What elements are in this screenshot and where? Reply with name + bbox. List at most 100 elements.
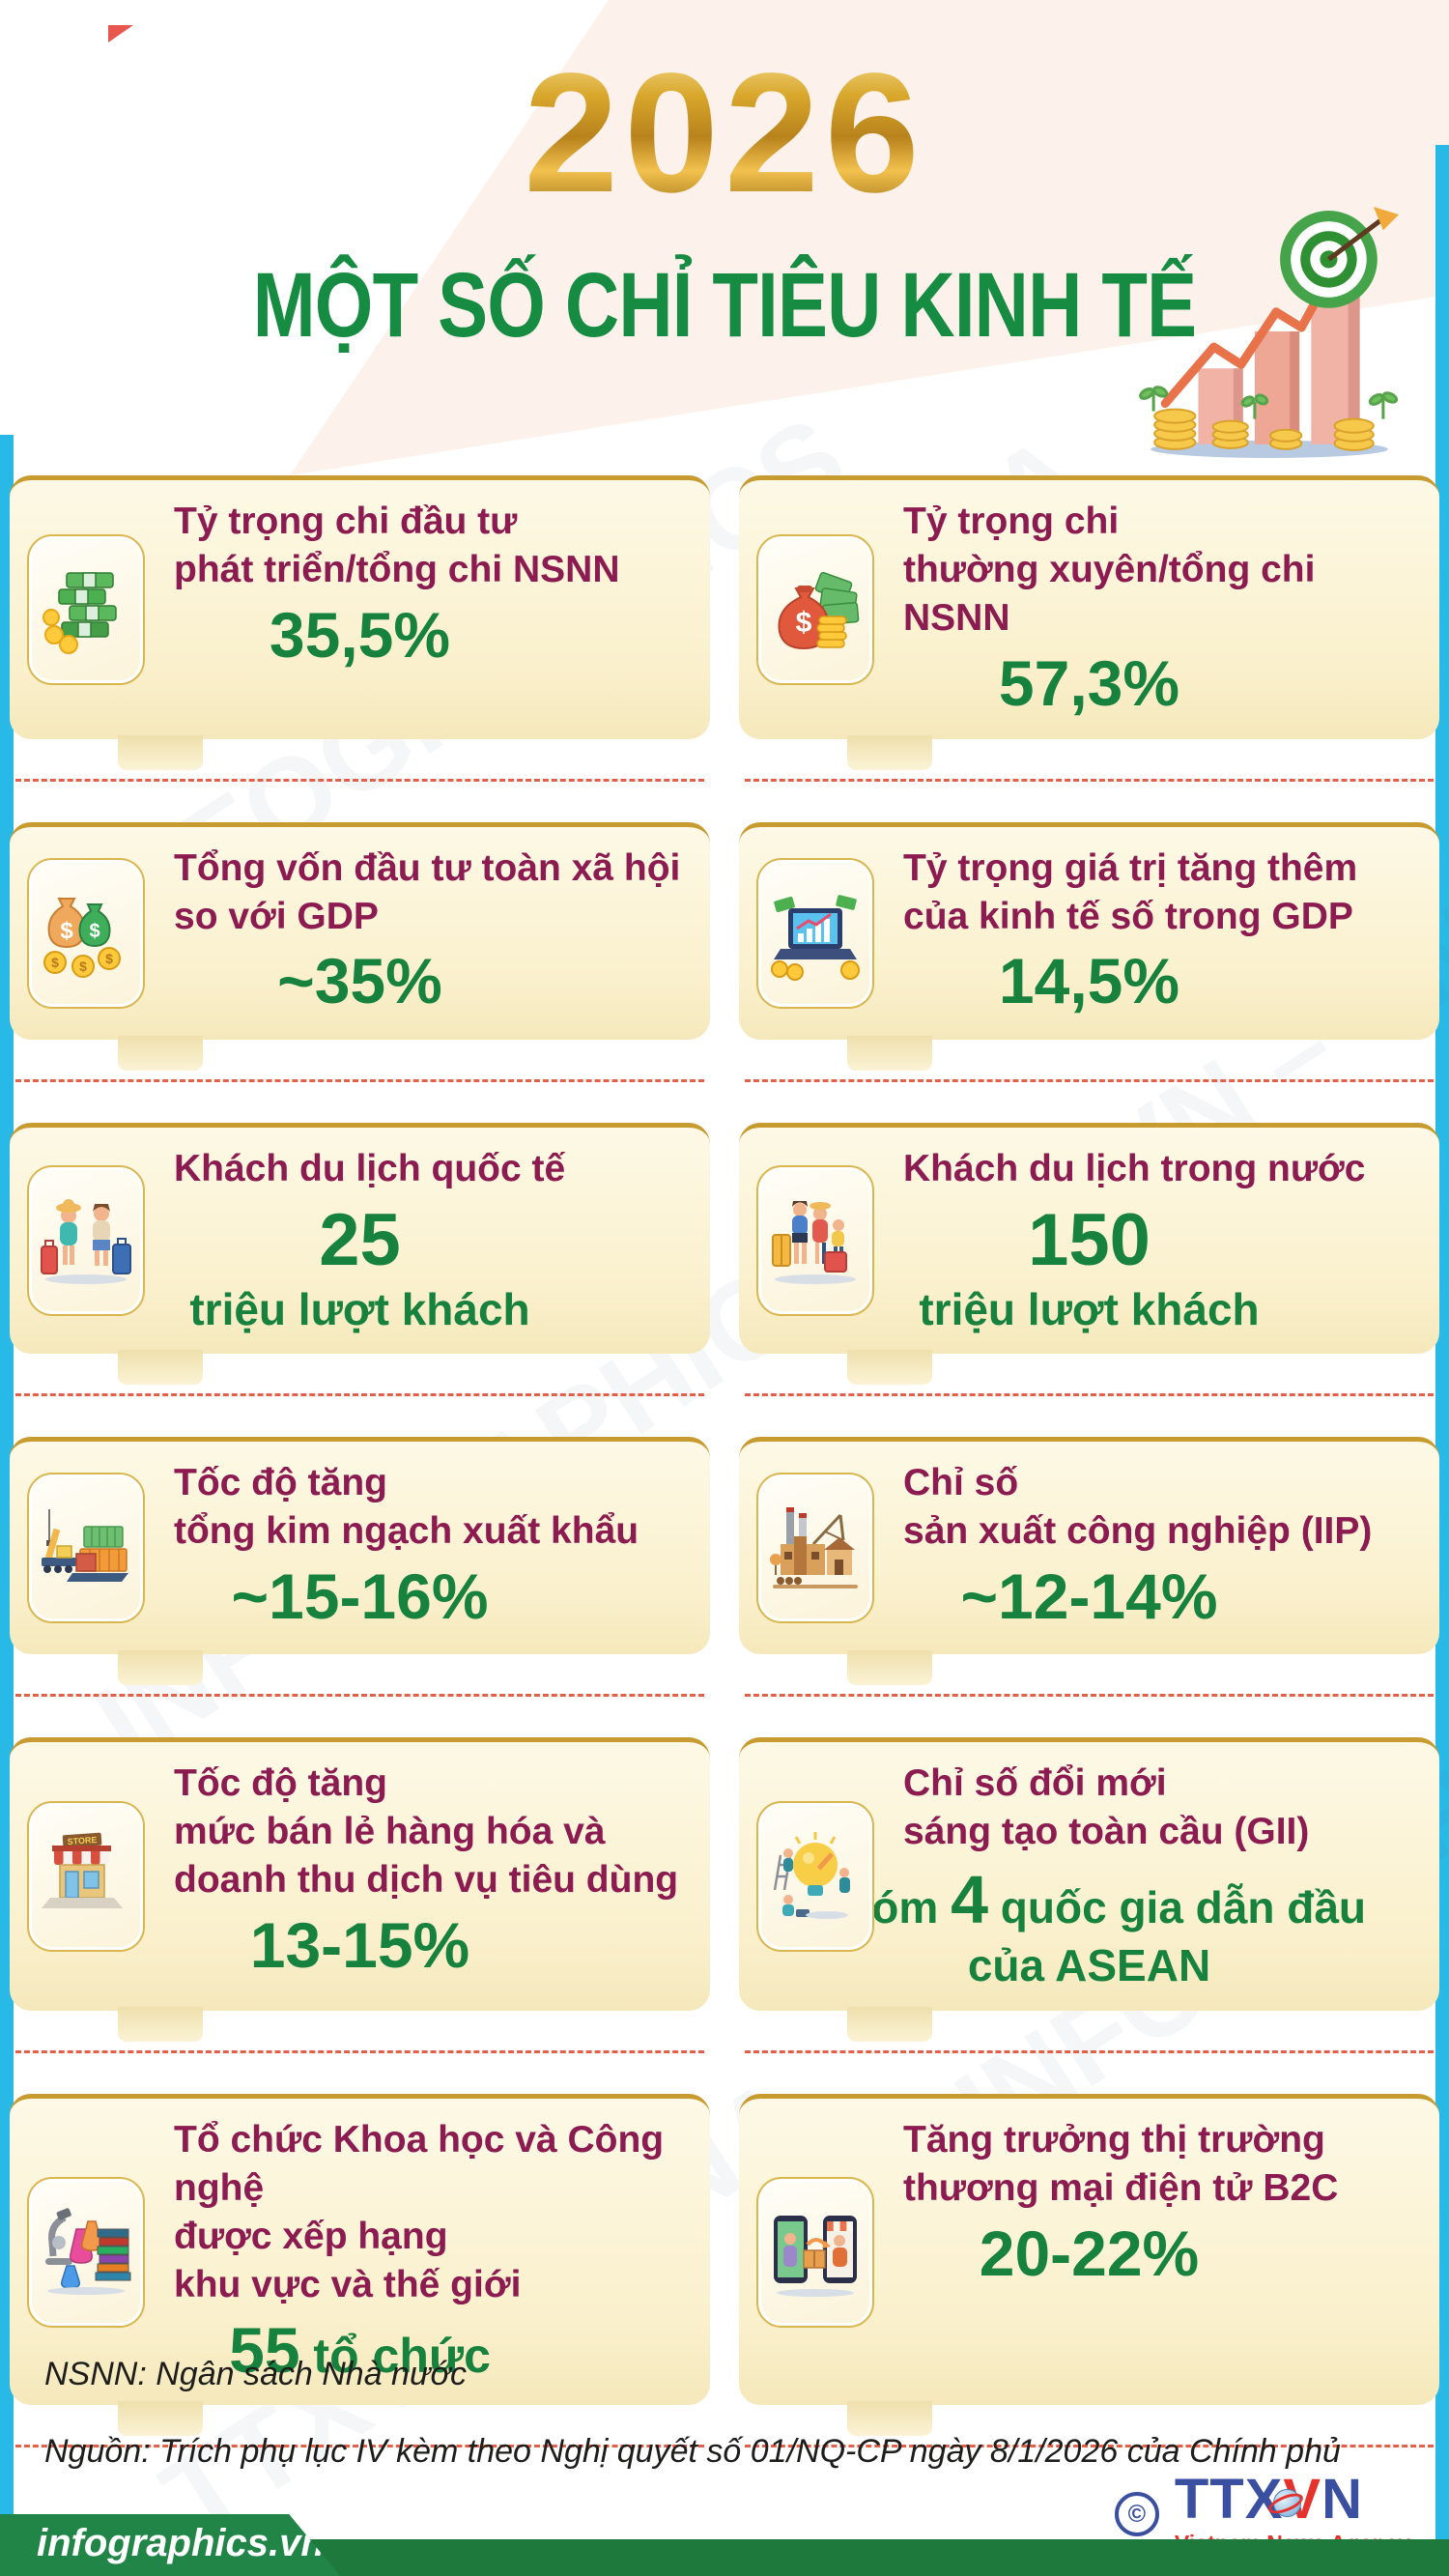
card-domestic-tourists: Khách du lịch trong nước 150 triệu lượt …	[739, 1122, 1439, 1396]
industry-icon	[756, 1473, 874, 1624]
card-value: 35,5%	[33, 598, 687, 672]
card-title: Chỉ số đổi mới sáng tạo toàn cầu (GII)	[903, 1760, 1416, 1856]
card-title: Chỉ số sản xuất công nghiệp (IIP)	[903, 1459, 1416, 1556]
card-retail-growth: STORE Tốc độ tăng mức bán lẻ hàng hóa và	[10, 1737, 710, 2053]
card-digital-economy-gdp: Tỷ trọng giá trị tăng thêm của kinh tế s…	[739, 821, 1439, 1082]
card-title-line: Chỉ số	[903, 1462, 1019, 1504]
value-text: 25	[319, 1198, 401, 1281]
logo-text: TTX	[1174, 2468, 1284, 2531]
card-b2c-ecommerce-growth: Tăng trưởng thị trường thương mại điện t…	[739, 2093, 1439, 2447]
card-title-line: Tổ chức Khoa học và Công nghệ	[174, 2118, 665, 2209]
value-text: 35,5%	[269, 598, 451, 671]
svg-text:$: $	[79, 959, 87, 974]
card-title: Tổng vốn đầu tư toàn xã hội so với GDP	[174, 844, 687, 941]
value-text: ~35%	[277, 945, 442, 1017]
value-text: 14,5%	[998, 945, 1180, 1017]
year-title: 2026	[0, 48, 1449, 218]
card-title: Tỷ trọng chi thường xuyên/tổng chi NSNN	[903, 498, 1416, 643]
svg-text:$: $	[60, 918, 73, 944]
money-bag-icon: $	[756, 533, 874, 685]
card-title-line: Tốc độ tăng	[174, 1762, 387, 1805]
indicator-cards-grid: Tỷ trọng chi đầu tư phát triển/tổng chi …	[10, 475, 1439, 2447]
card-total-investment-gdp: $ $ $ $ $ Tổng vốn đầu tư toàn xã hội so v…	[10, 821, 710, 1082]
value-text: của ASEAN	[967, 1940, 1211, 1991]
value-text: 57,3%	[998, 646, 1180, 719]
abbreviation-note: NSNN: Ngân sách Nhà nước	[44, 2356, 468, 2392]
card-title: Tỷ trọng chi đầu tư phát triển/tổng chi …	[174, 498, 687, 594]
svg-text:STORE: STORE	[67, 1835, 97, 1846]
ttxvn-logo: TTXVN	[1175, 2468, 1363, 2531]
money-bags-icon: $ $ $ $ $	[27, 857, 145, 1009]
export-containers-icon	[27, 1473, 145, 1624]
card-title-line: Tỷ trọng giá trị tăng thêm	[903, 846, 1358, 889]
value-text: ~12-14%	[960, 1560, 1218, 1632]
source-note: Nguồn: Trích phụ lục IV kèm theo Nghị qu…	[44, 2433, 1341, 2470]
card-title: Tốc độ tăng mức bán lẻ hàng hóa và doanh…	[174, 1760, 687, 1904]
value-text: 55	[229, 2313, 300, 2386]
innovation-bulb-icon	[756, 1801, 874, 1953]
value-text: quốc gia dẫn đầu	[988, 1881, 1367, 1932]
svg-text:$: $	[796, 607, 812, 639]
card-value: ~35%	[33, 945, 687, 1017]
card-export-growth: Tốc độ tăng tổng kim ngạch xuất khẩu ~15…	[10, 1437, 710, 1698]
card-title-line: Tỷ trọng chi đầu tư	[174, 501, 518, 542]
copyright-icon: ©	[1114, 2492, 1159, 2536]
card-title-line: mức bán lẻ hàng hóa và	[174, 1811, 606, 1853]
card-title-line: Tổng vốn đầu tư toàn xã hội	[174, 846, 681, 889]
card-title-line: khu vực và thế giới	[174, 2263, 522, 2305]
card-value: 55 tổ chức	[33, 2313, 687, 2387]
value-text: 4	[951, 1861, 988, 1937]
card-value: 25 triệu lượt khách	[33, 1199, 687, 1335]
card-value: Nhóm 4 quốc gia dẫn đầu của ASEAN	[762, 1862, 1416, 1991]
value-text: triệu lượt khách	[919, 1283, 1260, 1334]
card-title-line: Chỉ số đổi mới	[903, 1762, 1167, 1805]
card-title-line: của kinh tế số trong GDP	[903, 895, 1353, 937]
card-iip-index: Chỉ số sản xuất công nghiệp (IIP) ~12-14…	[739, 1437, 1439, 1698]
card-title-line: Tốc độ tăng	[174, 1462, 387, 1504]
card-value: 14,5%	[762, 945, 1416, 1017]
globe-icon	[1272, 2489, 1301, 2517]
card-title-line: Khách du lịch trong nước	[903, 1147, 1366, 1189]
value-text: ~15-16%	[231, 1560, 489, 1632]
card-title-line: sản xuất công nghiệp (IIP)	[903, 1510, 1373, 1553]
card-value: 57,3%	[762, 646, 1416, 720]
card-value: ~15-16%	[33, 1560, 687, 1633]
card-recurrent-spending-ratio: $ Tỷ trọng chi thường xuyên/tổng chi NSN…	[739, 475, 1439, 782]
domestic-tourists-icon	[756, 1164, 874, 1316]
card-value: 13-15%	[33, 1908, 687, 1982]
page-title: MỘT SỐ CHỈ TIÊU KINH TẾ	[252, 254, 1197, 357]
site-label: infographics.vn	[0, 2514, 340, 2576]
card-value: 20-22%	[762, 2218, 1416, 2290]
value-text: 13-15%	[249, 1908, 470, 1981]
science-lab-icon	[27, 2176, 145, 2328]
value-text: tổ chức	[299, 2328, 491, 2383]
international-tourists-icon	[27, 1164, 145, 1316]
card-value: ~12-14%	[762, 1560, 1416, 1633]
retail-store-icon: STORE	[27, 1801, 145, 1953]
card-title: Khách du lịch trong nước	[903, 1145, 1416, 1193]
card-gii-index: Chỉ số đổi mới sáng tạo toàn cầu (GII) N…	[739, 1737, 1439, 2053]
card-title-line: sáng tạo toàn cầu (GII)	[903, 1811, 1310, 1853]
card-title-line: Tăng trưởng thị trường	[903, 2118, 1325, 2161]
value-text: 150	[1028, 1198, 1151, 1281]
card-title-line: tổng kim ngạch xuất khẩu	[174, 1510, 639, 1553]
card-title-line: thường xuyên/tổng chi NSNN	[903, 548, 1316, 639]
card-title: Tổ chức Khoa học và Công nghệ được xếp h…	[174, 2116, 687, 2309]
value-text: 20-22%	[979, 2217, 1200, 2289]
card-science-tech-orgs: Tổ chức Khoa học và Công nghệ được xếp h…	[10, 2093, 710, 2447]
growth-target-illustration	[1139, 207, 1399, 458]
card-title-line: thương mại điện tử B2C	[903, 2166, 1339, 2209]
card-title-line: được xếp hạng	[174, 2215, 448, 2257]
svg-text:$: $	[51, 955, 59, 970]
logo-text: N	[1321, 2468, 1363, 2531]
card-title-line: phát triển/tổng chi NSNN	[174, 548, 620, 590]
card-value: 150 triệu lượt khách	[762, 1199, 1416, 1335]
card-title-line: doanh thu dịch vụ tiêu dùng	[174, 1858, 679, 1901]
card-title: Tỷ trọng giá trị tăng thêm của kinh tế s…	[903, 844, 1416, 941]
card-investment-spending-ratio: Tỷ trọng chi đầu tư phát triển/tổng chi …	[10, 475, 710, 782]
digital-economy-icon	[756, 857, 874, 1009]
card-title: Khách du lịch quốc tế	[174, 1145, 687, 1193]
card-international-tourists: Khách du lịch quốc tế 25 triệu lượt khác…	[10, 1122, 710, 1396]
card-title: Tăng trưởng thị trường thương mại điện t…	[903, 2116, 1416, 2213]
